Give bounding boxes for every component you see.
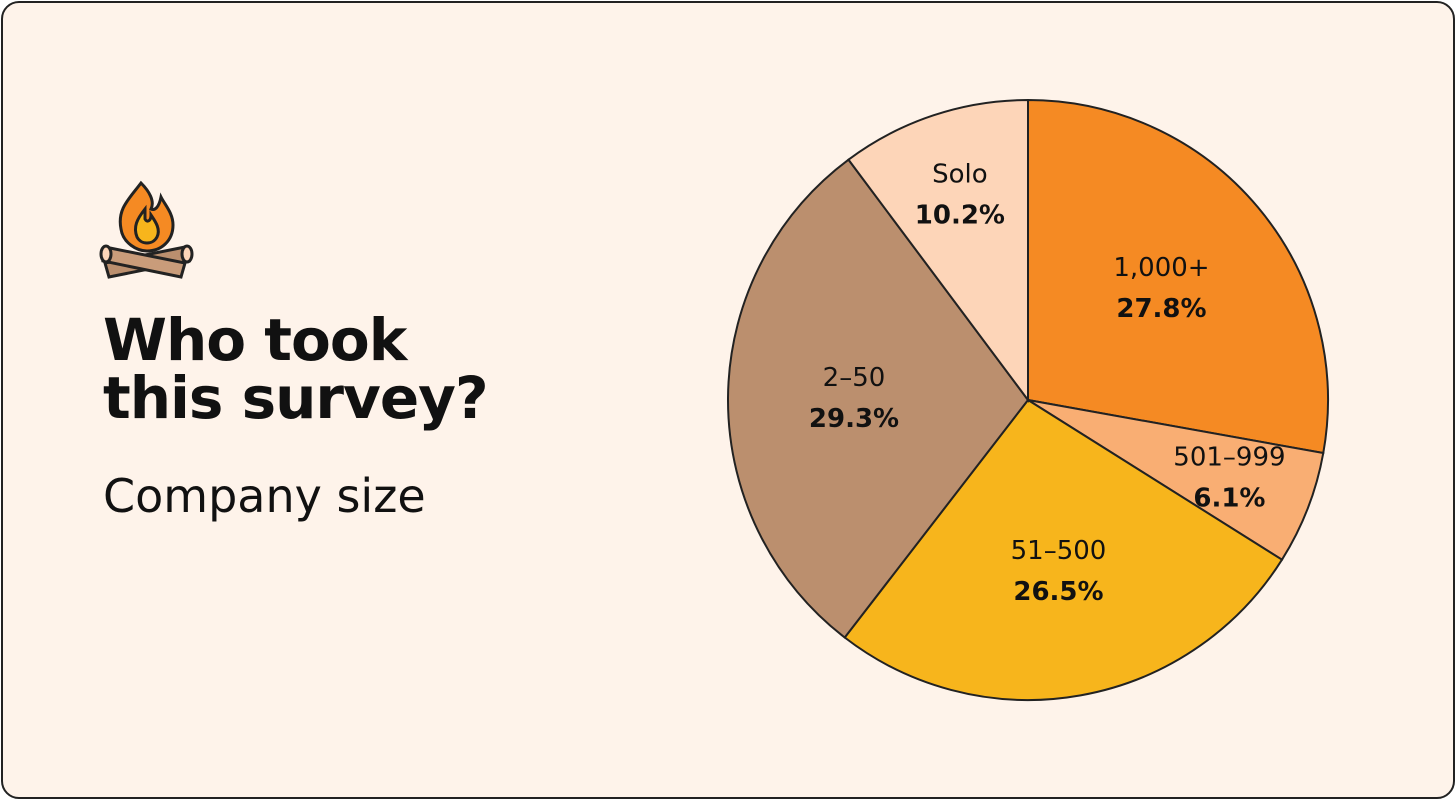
- slice-label: 501–999: [1173, 443, 1285, 473]
- slice-label: Solo: [932, 160, 988, 190]
- slice-value-label: 6.1%: [1193, 484, 1265, 514]
- slice-value-label: 10.2%: [915, 201, 1005, 231]
- slice-label: 1,000+: [1113, 253, 1209, 283]
- slice-value-label: 29.3%: [809, 404, 899, 434]
- chart-subtitle: Company size: [103, 469, 426, 523]
- slice-value-label: 27.8%: [1116, 294, 1206, 324]
- slice-value-label: 26.5%: [1013, 577, 1103, 607]
- pie-slice: [843, 398, 1284, 701]
- pie-slice: [727, 158, 1030, 639]
- pie-slice: [1027, 98, 1329, 455]
- slice-label: 51–500: [1011, 536, 1107, 566]
- chart-title: Who took this survey?: [103, 306, 489, 432]
- slice-label: 2–50: [823, 363, 886, 393]
- pie-slice: [847, 98, 1029, 404]
- campfire-icon: [99, 180, 194, 279]
